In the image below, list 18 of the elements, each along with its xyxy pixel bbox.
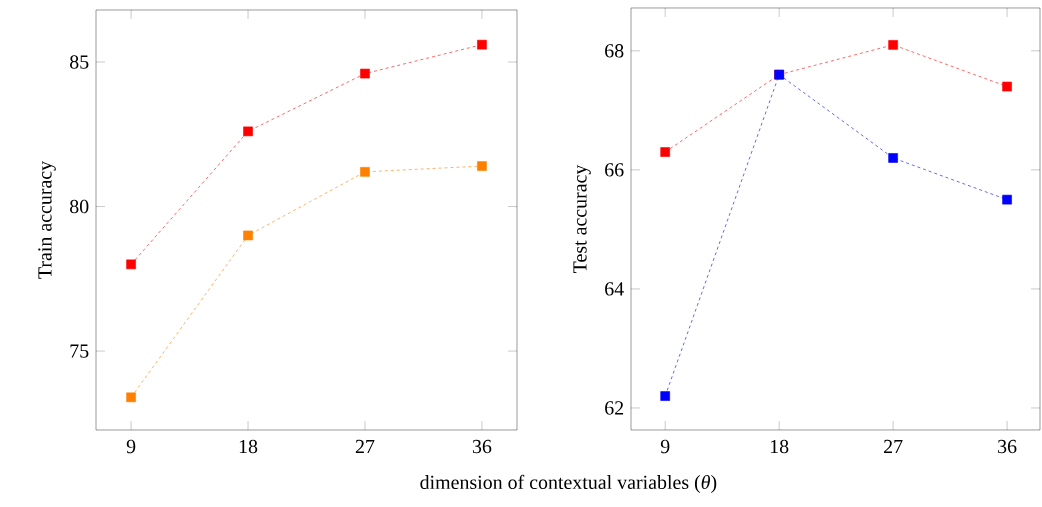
y-tick-label: 68	[605, 44, 624, 58]
x-tick-label: 27	[884, 439, 903, 454]
y-tick-label: 85	[70, 55, 89, 69]
x-axis-title: dimension of contextual variables (θ)	[420, 474, 717, 494]
y-axis-title: Train accuracy	[38, 160, 56, 279]
x-tick-label: 9	[126, 439, 136, 454]
y-tick-label: 62	[605, 401, 624, 415]
x-tick-label: 36	[472, 439, 492, 454]
x-tick-label: 18	[770, 439, 789, 454]
y-tick-label: 80	[70, 199, 89, 214]
y-tick-label: 66	[605, 163, 624, 177]
y-axis-title: Test accuracy	[573, 164, 591, 273]
x-tick-label: 9	[660, 439, 670, 454]
y-tick-label: 64	[605, 282, 624, 296]
x-tick-label: 27	[355, 439, 375, 454]
y-tick-label: 75	[70, 344, 89, 358]
x-tick-label: 18	[239, 439, 258, 454]
x-tick-label: 36	[998, 439, 1017, 454]
